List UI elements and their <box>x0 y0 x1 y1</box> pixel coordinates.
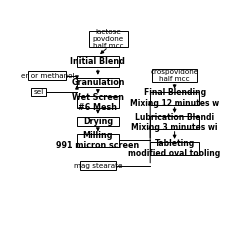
FancyBboxPatch shape <box>150 142 199 155</box>
FancyBboxPatch shape <box>31 88 46 96</box>
Text: Drying: Drying <box>83 117 113 126</box>
Text: sel: sel <box>34 89 44 95</box>
Text: Initial Blend: Initial Blend <box>70 57 125 66</box>
FancyBboxPatch shape <box>77 78 119 87</box>
Text: Wet Screen
#6 Mesh: Wet Screen #6 Mesh <box>72 93 124 112</box>
FancyBboxPatch shape <box>152 69 197 82</box>
FancyBboxPatch shape <box>150 116 199 129</box>
FancyBboxPatch shape <box>77 134 119 146</box>
FancyBboxPatch shape <box>77 56 119 67</box>
FancyBboxPatch shape <box>77 117 119 126</box>
FancyBboxPatch shape <box>89 31 128 47</box>
Text: crospovidone
half mcc: crospovidone half mcc <box>151 69 199 82</box>
Text: Milling
991 micron screen: Milling 991 micron screen <box>56 131 140 150</box>
Text: Granulation: Granulation <box>71 78 125 87</box>
FancyBboxPatch shape <box>77 96 119 108</box>
Text: Final Blending
Mixing 12 minutes w: Final Blending Mixing 12 minutes w <box>130 88 219 108</box>
FancyBboxPatch shape <box>28 71 67 80</box>
Text: Lubrication Blendi
Mixing 3 minutes wi: Lubrication Blendi Mixing 3 minutes wi <box>131 112 218 132</box>
Text: mag stearate: mag stearate <box>74 163 122 169</box>
Text: er or methanol: er or methanol <box>20 72 74 79</box>
Text: lactose
povdone
half mcc: lactose povdone half mcc <box>93 29 124 49</box>
FancyBboxPatch shape <box>150 92 199 105</box>
Text: Tableting
modified oval tooling: Tableting modified oval tooling <box>128 139 221 158</box>
FancyBboxPatch shape <box>80 161 116 170</box>
